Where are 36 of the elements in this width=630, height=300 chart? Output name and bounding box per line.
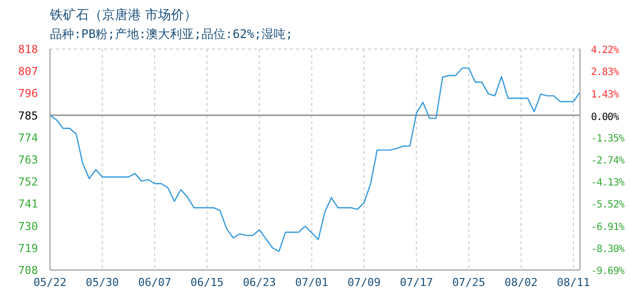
- y2-tick-label: -4.13%: [591, 178, 625, 189]
- y2-tick-label: -2.74%: [591, 156, 625, 167]
- chart-title: 铁矿石（京唐港 市场价）: [50, 7, 198, 24]
- x-tick-label: 06/23: [242, 276, 276, 289]
- x-tick-label: 07/17: [400, 276, 433, 289]
- y-tick-label: 785: [18, 109, 38, 122]
- y-tick-label: 752: [18, 176, 38, 189]
- y-tick-label: 763: [18, 154, 38, 166]
- x-tick-label: 08/11: [556, 276, 590, 289]
- x-tick-label: 05/22: [33, 276, 67, 289]
- x-tick-label: 08/02: [504, 276, 538, 289]
- y-tick-label: 730: [18, 220, 38, 233]
- chart-subtitle: 品种:PB粉;产地:澳大利亚;品位:62%;湿吨;: [50, 26, 293, 43]
- x-tick-label: 06/15: [190, 276, 224, 289]
- y2-tick-label: -9.69%: [591, 266, 625, 277]
- x-tick-label: 07/01: [295, 276, 328, 289]
- y-tick-label: 818: [18, 43, 38, 56]
- y-tick-label: 741: [18, 198, 38, 211]
- y2-tick-label: 1.43%: [591, 89, 620, 100]
- y-tick-label: 807: [18, 65, 38, 78]
- y2-tick-label: 4.22%: [591, 45, 620, 56]
- y2-tick-label: 0.00%: [591, 112, 620, 124]
- y-tick-label: 774: [18, 131, 38, 144]
- y2-tick-label: 2.83%: [591, 67, 620, 78]
- y-tick-label: 796: [18, 87, 38, 100]
- y2-tick-label: -8.30%: [591, 244, 625, 255]
- x-tick-label: 07/09: [348, 276, 381, 289]
- x-tick-label: 05/30: [86, 276, 119, 289]
- line-series: [50, 67, 580, 252]
- y2-tick-label: -1.35%: [591, 133, 625, 144]
- x-tick-label: 06/07: [138, 276, 172, 289]
- y2-tick-label: -5.52%: [591, 200, 625, 211]
- x-tick-label: 07/25: [452, 276, 486, 289]
- y2-tick-label: -6.91%: [591, 222, 625, 233]
- y-tick-label: 708: [18, 264, 38, 277]
- y-tick-label: 719: [18, 242, 38, 255]
